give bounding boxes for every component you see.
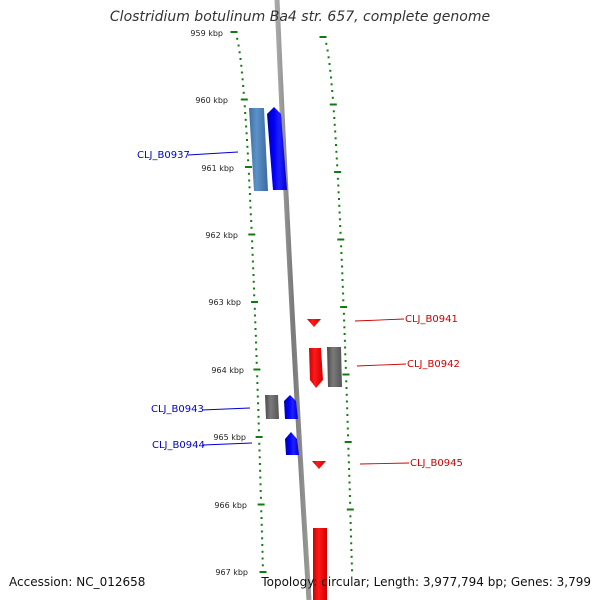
scale-label: 964 kbp bbox=[211, 366, 244, 375]
gene-arrow-forward bbox=[267, 107, 287, 190]
feature-label[interactable]: CLJ_B0944 bbox=[152, 440, 205, 451]
feature-labels: CLJ_B0937 CLJ_B0943 CLJ_B0944 CLJ_B0941 … bbox=[137, 150, 463, 469]
feature-clj-b0941[interactable] bbox=[307, 319, 321, 327]
genes-value: 3,799 bbox=[556, 575, 591, 589]
leader-line-clj-b0945 bbox=[359, 462, 410, 465]
genes-label: Genes: bbox=[510, 575, 553, 589]
feature-label[interactable]: CLJ_B0937 bbox=[137, 150, 190, 161]
genome-backbone bbox=[274, 0, 312, 600]
scale-label: 961 kbp bbox=[201, 164, 234, 173]
feature-box-gray bbox=[265, 395, 279, 419]
feature-clj-b0937[interactable] bbox=[249, 107, 287, 191]
feature-label[interactable]: CLJ_B0943 bbox=[151, 404, 204, 415]
scale-label: 959 kbp bbox=[190, 29, 223, 38]
scale-label: 962 kbp bbox=[205, 231, 238, 240]
feature-label[interactable]: CLJ_B0945 bbox=[410, 458, 463, 469]
accession-value: NC_012658 bbox=[76, 575, 146, 589]
scale-ticks-right bbox=[319, 36, 354, 572]
feature-clj-b0943[interactable] bbox=[265, 395, 298, 419]
feature-clj-b0944[interactable] bbox=[285, 432, 299, 455]
length-value: 3,977,794 bp bbox=[422, 575, 503, 589]
accession-info: Accession: NC_012658 bbox=[9, 575, 145, 589]
length-label: Length: bbox=[373, 575, 420, 589]
scale-labels: 959 kbp 960 kbp 961 kbp 962 kbp 963 kbp … bbox=[190, 29, 248, 577]
feature-label[interactable]: CLJ_B0942 bbox=[407, 359, 460, 370]
scale-label: 965 kbp bbox=[213, 433, 246, 442]
separator: ; bbox=[365, 575, 374, 589]
genome-title: Clostridium botulinum Ba4 str. 657, comp… bbox=[109, 9, 491, 25]
gene-arrow-reverse bbox=[309, 348, 323, 388]
accession-label: Accession: bbox=[9, 575, 73, 589]
gene-arrow-forward bbox=[285, 432, 299, 455]
topology-label: Topology: bbox=[261, 575, 318, 589]
leader-lines bbox=[187, 151, 410, 465]
genome-stats: Topology: circular; Length: 3,977,794 bp… bbox=[261, 575, 591, 589]
feature-box-steelblue bbox=[249, 108, 268, 191]
feature-clj-b0942[interactable] bbox=[309, 347, 342, 388]
scale-label: 967 kbp bbox=[215, 568, 248, 577]
scale-label: 966 kbp bbox=[214, 501, 247, 510]
leader-line-clj-b0937 bbox=[187, 151, 239, 156]
gene-arrow-reverse bbox=[307, 319, 321, 327]
scale-label: 963 kbp bbox=[208, 298, 241, 307]
gene-arrow-forward bbox=[284, 395, 298, 419]
gene-arrow-reverse bbox=[312, 461, 326, 469]
feature-clj-b0945[interactable] bbox=[312, 461, 326, 469]
scale-label: 960 kbp bbox=[195, 96, 228, 105]
scale-ticks-left bbox=[230, 31, 267, 573]
feature-box-gray bbox=[327, 347, 342, 387]
leader-line-clj-b0941 bbox=[354, 318, 405, 322]
separator: ; bbox=[502, 575, 511, 589]
feature-red-bottom[interactable] bbox=[313, 528, 327, 600]
topology-value: circular bbox=[321, 575, 366, 589]
leader-line-clj-b0942 bbox=[356, 363, 407, 367]
gene-block-reverse bbox=[313, 528, 327, 600]
feature-label[interactable]: CLJ_B0941 bbox=[405, 314, 458, 325]
leader-line-clj-b0944 bbox=[202, 442, 253, 446]
leader-line-clj-b0943 bbox=[201, 407, 251, 411]
